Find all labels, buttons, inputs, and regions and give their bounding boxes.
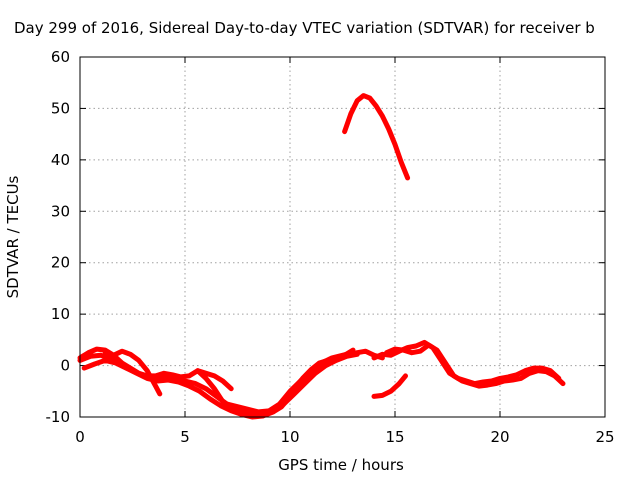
chart-title: Day 299 of 2016, Sidereal Day-to-day VTE… <box>14 19 595 37</box>
x-tick-label: 0 <box>75 428 85 446</box>
y-tick-label: 50 <box>51 99 70 117</box>
y-tick-label: 30 <box>51 202 70 220</box>
x-tick-label: 15 <box>385 428 404 446</box>
x-tick-label: 25 <box>595 428 614 446</box>
x-tick-label: 5 <box>180 428 190 446</box>
series-line-4 <box>102 348 163 397</box>
y-tick-label: 10 <box>51 305 70 323</box>
series-line-7 <box>342 93 411 181</box>
y-tick-label: 20 <box>51 254 70 272</box>
y-tick-label: 60 <box>51 48 70 66</box>
x-axis-label: GPS time / hours <box>278 456 404 474</box>
plot-frame <box>79 56 606 418</box>
series-line-5 <box>195 368 234 392</box>
series-line-10 <box>371 373 408 399</box>
y-tick-label: -10 <box>46 408 71 426</box>
data-series <box>77 93 566 420</box>
y-tick-label: 0 <box>60 357 70 375</box>
x-axis-ticks: 0 5 10 15 20 25 <box>75 57 615 446</box>
series-line-3 <box>81 351 360 420</box>
series-line-9 <box>384 342 566 389</box>
chart-grid <box>80 57 605 417</box>
series-line-6 <box>274 347 356 410</box>
y-axis-label: SDTVAR / TECUs <box>4 175 22 298</box>
x-tick-label: 10 <box>280 428 299 446</box>
x-tick-label: 20 <box>490 428 509 446</box>
y-axis-ticks: -10 0 10 20 30 40 50 60 <box>46 48 605 426</box>
y-tick-label: 40 <box>51 151 70 169</box>
